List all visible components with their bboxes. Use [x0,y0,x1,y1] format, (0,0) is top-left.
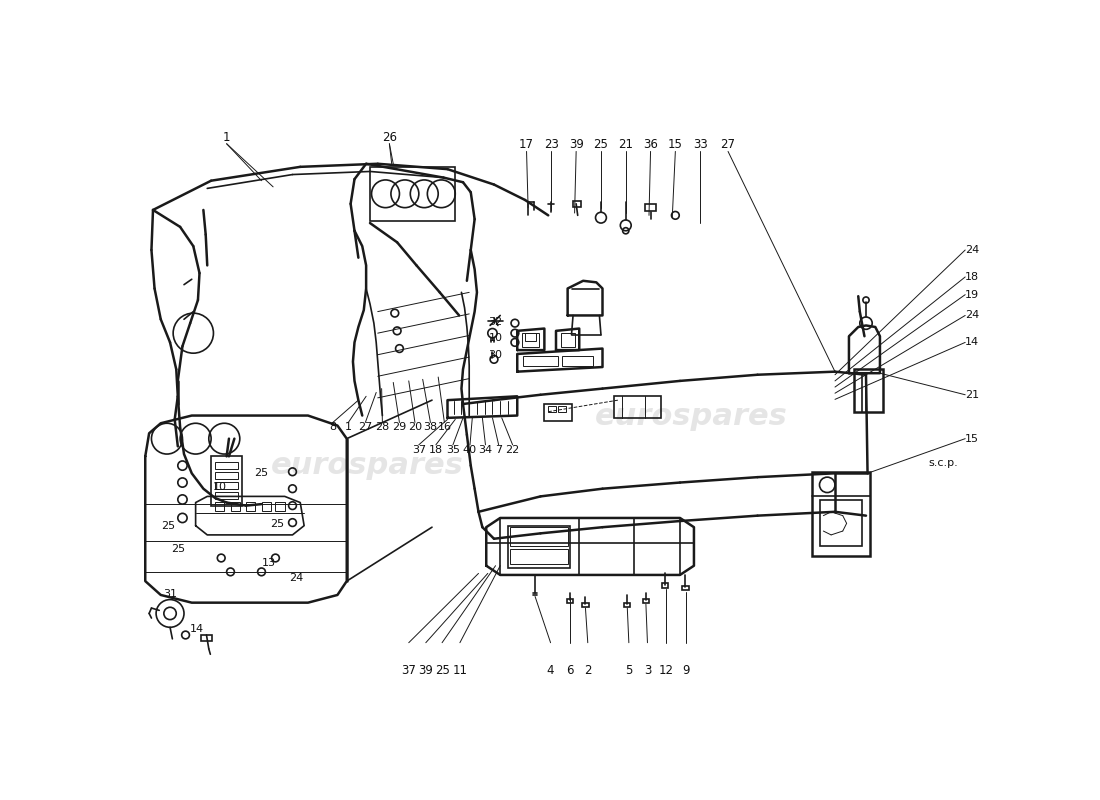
Bar [214,482,239,490]
Text: 18: 18 [429,445,443,455]
Text: 25: 25 [270,519,284,529]
Text: 34: 34 [478,445,493,455]
Text: 35: 35 [446,445,460,455]
Text: 12: 12 [659,664,673,678]
Bar [544,404,572,421]
Bar [508,526,570,568]
Bar [854,370,883,412]
Text: 21: 21 [965,390,979,400]
Bar [561,333,574,347]
Text: 25: 25 [434,664,450,678]
Text: 15: 15 [668,138,683,151]
Bar [231,502,240,511]
Bar [562,356,593,366]
Text: 11: 11 [452,664,468,678]
Text: 22: 22 [506,445,519,455]
Text: 16: 16 [438,422,451,433]
Text: 15: 15 [965,434,979,444]
Text: 8: 8 [329,422,337,433]
Text: 24: 24 [965,310,979,321]
Text: 39: 39 [418,664,433,678]
Text: 27: 27 [720,138,736,151]
Text: 10: 10 [488,333,503,342]
Bar [645,204,656,211]
Text: 36: 36 [644,138,658,151]
Text: 7: 7 [495,445,503,455]
Text: 27: 27 [359,422,373,433]
Bar [614,396,661,418]
Bar [525,333,536,341]
Bar [573,201,581,207]
Text: 20: 20 [408,422,422,433]
Text: 33: 33 [693,138,707,151]
Text: eurospares: eurospares [595,402,788,431]
Text: 6: 6 [566,664,574,678]
Bar [262,502,271,511]
Bar [642,599,649,603]
Text: 28: 28 [375,422,389,433]
Bar [246,502,255,511]
Text: 25: 25 [254,468,268,478]
Text: 9: 9 [682,664,690,678]
Text: 10: 10 [212,482,227,492]
Bar [566,599,573,603]
Bar [509,527,569,546]
Text: 17: 17 [519,138,534,151]
Text: 23: 23 [543,138,559,151]
Bar [812,472,870,557]
Text: 1: 1 [223,130,230,144]
Text: 14: 14 [965,338,979,347]
Bar [559,406,566,412]
Text: 1: 1 [344,422,352,433]
Bar [214,492,239,499]
Text: s.c.p.: s.c.p. [928,458,958,467]
Bar [662,583,669,588]
Bar [548,406,556,412]
Bar [624,602,630,607]
Text: 25: 25 [170,544,185,554]
Bar [275,502,285,511]
Text: 24: 24 [965,245,979,255]
Text: 4: 4 [547,664,554,678]
Text: 38: 38 [424,422,438,433]
Text: 31: 31 [163,589,177,599]
Text: 18: 18 [965,272,979,282]
Bar [214,502,224,511]
Bar [509,549,569,564]
Text: 19: 19 [965,290,979,300]
Text: 39: 39 [569,138,584,151]
Bar [524,356,559,366]
Text: 37: 37 [411,445,426,455]
Bar [820,500,862,546]
Text: 26: 26 [382,130,397,144]
Text: 40: 40 [463,445,477,455]
Bar [214,472,239,479]
Text: 13: 13 [262,558,276,568]
Text: 25: 25 [162,521,176,530]
Bar [521,333,539,347]
Text: 30: 30 [488,350,503,360]
Bar [370,167,455,221]
Bar [582,602,588,607]
Text: eurospares: eurospares [272,451,464,480]
Bar [211,456,242,506]
Text: 2: 2 [584,664,592,678]
Text: 3: 3 [644,664,651,678]
Text: 14: 14 [189,624,204,634]
Bar [214,462,239,470]
Text: 32: 32 [488,318,503,327]
Text: 37: 37 [402,664,416,678]
Text: 21: 21 [618,138,634,151]
Bar [682,586,689,590]
Text: 5: 5 [625,664,632,678]
Bar [201,635,212,641]
Text: 24: 24 [289,573,304,583]
Text: 29: 29 [393,422,407,433]
Text: 25: 25 [594,138,608,151]
